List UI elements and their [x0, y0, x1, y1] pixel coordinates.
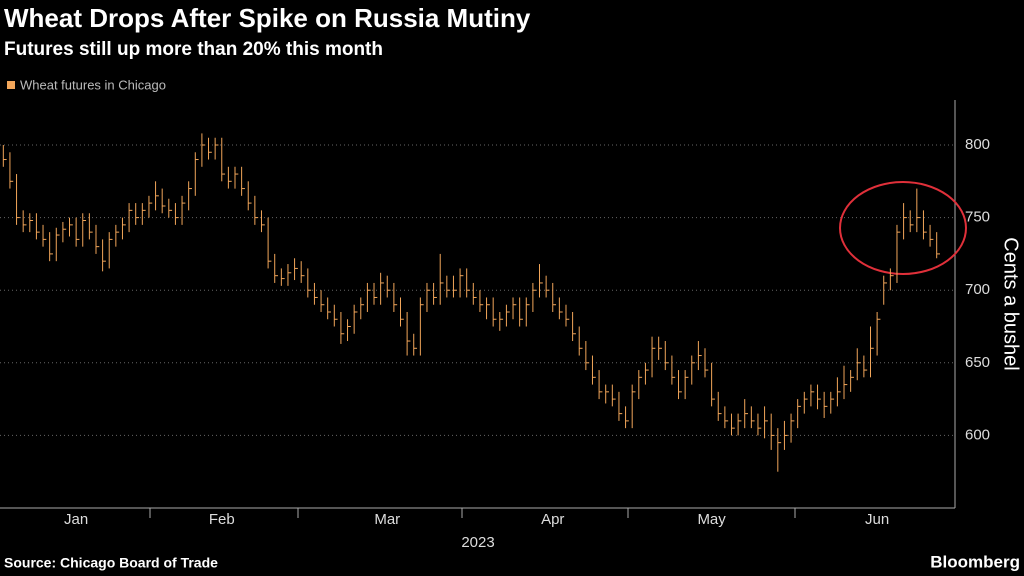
x-tick-label: Apr: [541, 511, 564, 528]
legend-label: Wheat futures in Chicago: [20, 77, 166, 92]
brand: Bloomberg: [930, 552, 1020, 571]
month-separators: [149, 508, 796, 518]
source: Source: Chicago Board of Trade: [4, 555, 218, 571]
x-tick-label: Jan: [64, 511, 88, 528]
y-axis-title: Cents a bushel: [1000, 237, 1022, 370]
x-tick-label: Mar: [374, 511, 400, 528]
y-tick-label: 600: [965, 426, 990, 443]
y-tick-label: 700: [965, 281, 990, 298]
x-tick-label: May: [697, 511, 726, 528]
subtitle: Futures still up more than 20% this mont…: [4, 39, 383, 60]
y-tick-label: 800: [965, 136, 990, 153]
x-axis-title: 2023: [461, 534, 494, 551]
legend-swatch: [7, 81, 15, 89]
x-tick-label: Jun: [865, 511, 889, 528]
highlight-circle: [839, 181, 967, 275]
title: Wheat Drops After Spike on Russia Mutiny: [4, 3, 531, 33]
y-tick-label: 650: [965, 354, 990, 371]
y-tick-label: 750: [965, 209, 990, 226]
x-tick-label: Feb: [209, 511, 235, 528]
